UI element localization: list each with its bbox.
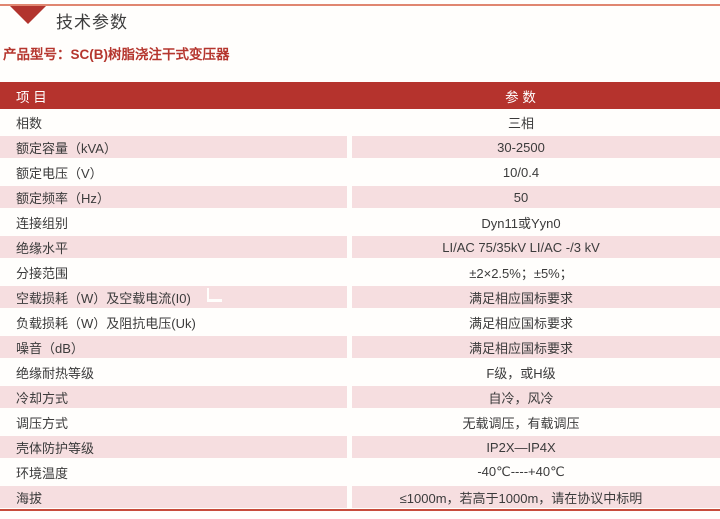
top-divider-line bbox=[0, 4, 720, 6]
table-row: 壳体防护等级 IP2X—IP4X bbox=[0, 434, 720, 459]
table-header-row: 项 目 参 数 bbox=[0, 82, 720, 109]
row-item-label: 壳体防护等级 bbox=[0, 436, 347, 458]
row-item-label: 额定频率（Hz） bbox=[0, 186, 347, 208]
image-artifact bbox=[207, 288, 222, 302]
row-value: 满足相应国标要求 bbox=[352, 286, 720, 308]
table-row: 空载损耗（W）及空载电流(I0) 满足相应国标要求 bbox=[0, 284, 720, 309]
table-row: 额定电压（V） 10/0.4 bbox=[0, 159, 720, 184]
row-item-label: 绝缘水平 bbox=[0, 236, 347, 258]
table-row: 额定容量（kVA） 30-2500 bbox=[0, 134, 720, 159]
row-value: -40℃----+40℃ bbox=[477, 464, 565, 479]
row-value: 满足相应国标要求 bbox=[352, 336, 720, 358]
section-title: 技术参数 bbox=[56, 13, 128, 32]
row-item-label: 额定电压（V） bbox=[16, 165, 103, 181]
product-model-label: 产品型号：SC(B)树脂浇注干式变压器 bbox=[3, 47, 230, 62]
column-header-param: 参 数 bbox=[505, 89, 536, 105]
row-value: 50 bbox=[352, 186, 720, 208]
row-value: 自冷，风冷 bbox=[352, 386, 720, 408]
row-value: F级，或H级 bbox=[486, 365, 556, 381]
table-row: 调压方式 无载调压，有载调压 bbox=[0, 409, 720, 434]
row-value: 无载调压，有载调压 bbox=[462, 415, 580, 431]
row-item-label: 噪音（dB） bbox=[0, 336, 347, 358]
row-item-label: 相数 bbox=[16, 115, 43, 131]
row-value: 三相 bbox=[507, 115, 534, 131]
table-row: 海拔 ≤1000m，若高于1000m，请在协议中标明 bbox=[0, 484, 720, 509]
row-item-label: 海拔 bbox=[0, 486, 347, 508]
table-row: 分接范围 ±2×2.5%；±5%； bbox=[0, 259, 720, 284]
row-value: IP2X—IP4X bbox=[352, 436, 720, 458]
row-item-label: 连接组别 bbox=[16, 215, 69, 231]
row-item-label: 分接范围 bbox=[16, 265, 69, 281]
row-item-label: 绝缘耐热等级 bbox=[16, 365, 95, 381]
spec-table: 项 目 参 数 相数 三相 额定容量（kVA） 30-2500 额定电压（V） … bbox=[0, 82, 720, 509]
row-value: LI/AC 75/35kV LI/AC -/3 kV bbox=[352, 236, 720, 258]
row-value: 满足相应国标要求 bbox=[468, 315, 573, 331]
table-row: 绝缘耐热等级 F级，或H级 bbox=[0, 359, 720, 384]
table-row: 噪音（dB） 满足相应国标要求 bbox=[0, 334, 720, 359]
row-item-label: 额定容量（kVA） bbox=[0, 136, 347, 158]
table-row: 相数 三相 bbox=[0, 109, 720, 134]
row-item-label: 负载损耗（W）及阻抗电压(Uk) bbox=[16, 315, 196, 331]
triangle-down-icon bbox=[10, 6, 46, 24]
section-header: 技术参数 bbox=[10, 6, 128, 33]
table-row: 负载损耗（W）及阻抗电压(Uk) 满足相应国标要求 bbox=[0, 309, 720, 334]
table-row: 环境温度 -40℃----+40℃ bbox=[0, 459, 720, 484]
column-header-item: 项 目 bbox=[16, 89, 47, 105]
row-value: 10/0.4 bbox=[502, 164, 540, 180]
table-row: 冷却方式 自冷，风冷 bbox=[0, 384, 720, 409]
row-item-label: 调压方式 bbox=[16, 415, 69, 431]
row-value: Dyn11或Yyn0 bbox=[481, 215, 561, 231]
row-value: 30-2500 bbox=[352, 136, 720, 158]
bottom-divider-line bbox=[0, 509, 720, 511]
table-body: 相数 三相 额定容量（kVA） 30-2500 额定电压（V） 10/0.4 额… bbox=[0, 109, 720, 509]
table-row: 绝缘水平 LI/AC 75/35kV LI/AC -/3 kV bbox=[0, 234, 720, 259]
row-value: ±2×2.5%；±5%； bbox=[469, 265, 573, 281]
table-row: 连接组别 Dyn11或Yyn0 bbox=[0, 209, 720, 234]
row-value: ≤1000m，若高于1000m，请在协议中标明 bbox=[352, 486, 720, 508]
row-item-label: 空载损耗（W）及空载电流(I0) bbox=[0, 286, 347, 308]
row-item-label: 环境温度 bbox=[16, 465, 69, 481]
table-row: 额定频率（Hz） 50 bbox=[0, 184, 720, 209]
row-item-label: 冷却方式 bbox=[0, 386, 347, 408]
